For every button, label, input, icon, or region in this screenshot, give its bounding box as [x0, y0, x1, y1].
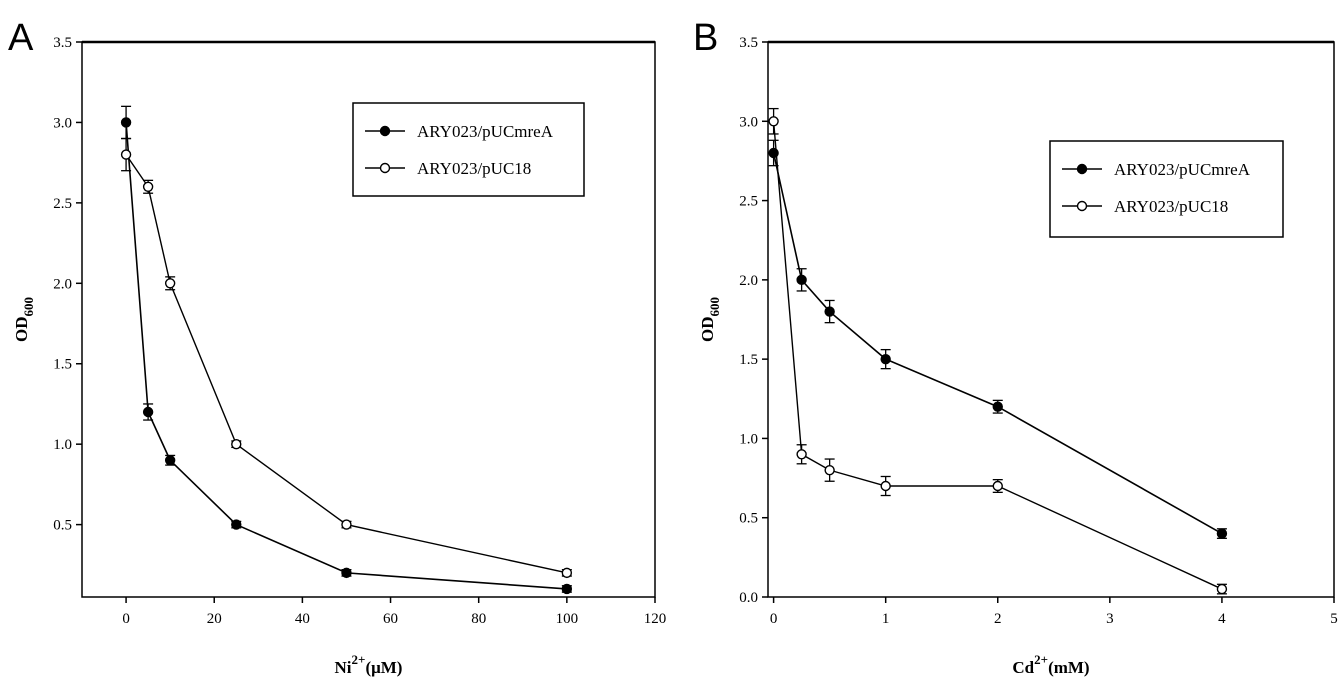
data-point	[1216, 583, 1228, 595]
x-tick-label: 100	[556, 611, 579, 627]
y-tick-label: 1.5	[53, 357, 72, 373]
series-filled	[768, 139, 1228, 539]
y-tick-label: 3.0	[739, 114, 758, 130]
data-point	[341, 567, 352, 579]
y-axis-label: OD600	[12, 297, 36, 342]
data-point	[992, 401, 1003, 412]
legend: ARY023/pUCmreA ARY023/pUC18	[352, 102, 585, 197]
legend-label: ARY023/pUCmreA	[417, 122, 554, 141]
legend-marker	[379, 162, 391, 174]
data-point	[142, 406, 154, 418]
legend-marker	[1076, 163, 1088, 175]
legend-label: ARY023/pUC18	[417, 159, 531, 178]
panel-letter: A	[8, 17, 34, 59]
data-point	[120, 149, 132, 160]
data-point	[796, 274, 807, 286]
series-line	[125, 154, 567, 574]
x-tick-label: 2	[994, 611, 1002, 627]
x-tick-label: 3	[1106, 611, 1114, 627]
legend: ARY023/pUCmreA ARY023/pUC18	[1049, 140, 1284, 238]
data-point	[231, 519, 242, 530]
x-tick-label: 1	[882, 611, 890, 627]
legend-label: ARY023/pUCmreA	[1114, 160, 1251, 179]
x-tick-label: 40	[295, 611, 310, 627]
y-tick-label: 3.0	[53, 115, 72, 131]
x-tick-label: 60	[383, 611, 398, 627]
data-point	[341, 519, 352, 530]
data-point	[1216, 528, 1228, 539]
chart-panel-B: B 0.0 0.5 1.0 1.5 2.0 2.5 3.0 3.5 0 1 2 3 4 5 Cd2+(mM) O…	[693, 17, 1338, 677]
x-tick-label: 5	[1330, 611, 1338, 627]
x-axis-label: Cd2+(mM)	[1012, 652, 1089, 677]
y-tick-label: 1.0	[53, 437, 72, 453]
x-tick-label: 80	[471, 611, 486, 627]
x-tick-label: 4	[1218, 611, 1226, 627]
y-axis-label: OD600	[698, 297, 722, 342]
panel-letter: B	[693, 17, 718, 59]
data-point	[164, 455, 176, 466]
x-tick-label: 0	[122, 611, 130, 627]
x-axis-label: Ni2+(μM)	[335, 652, 403, 677]
legend-marker	[379, 125, 391, 137]
data-point	[824, 306, 835, 317]
series-filled	[120, 105, 573, 595]
x-tick-label: 20	[207, 611, 222, 627]
plot-frame	[767, 41, 1335, 598]
series-line	[125, 122, 567, 590]
series-line	[772, 152, 1223, 535]
chart-panel-A: A 0.5 1.0 1.5 2.0 2.5 3.0 3.5 0 20 40 60 80 100 120 Ni2…	[8, 17, 666, 677]
y-tick-label: 1.0	[739, 431, 758, 447]
y-tick-label: 0.5	[53, 518, 72, 534]
x-tick-label: 0	[770, 611, 778, 627]
y-tick-label: 2.0	[53, 276, 72, 292]
data-point	[796, 449, 807, 460]
data-point	[880, 353, 891, 365]
y-tick-label: 3.5	[53, 35, 72, 51]
y-tick-label: 2.0	[739, 273, 758, 289]
data-point	[142, 181, 154, 192]
data-point	[561, 583, 573, 595]
y-tick-label: 2.5	[739, 194, 758, 210]
data-point	[768, 116, 779, 127]
data-point	[561, 567, 573, 579]
series-line	[772, 121, 1223, 590]
y-tick-label: 3.5	[739, 35, 758, 51]
series-open	[120, 137, 573, 579]
legend-box	[352, 102, 585, 197]
data-point	[231, 438, 242, 450]
data-point	[120, 117, 132, 128]
y-tick-label: 1.5	[739, 352, 758, 368]
y-tick-label: 2.5	[53, 196, 72, 212]
y-tick-label: 0.0	[739, 590, 758, 606]
series-open	[768, 107, 1228, 595]
legend-label: ARY023/pUC18	[1114, 197, 1228, 216]
data-point	[824, 464, 835, 476]
x-tick-label: 120	[644, 611, 667, 627]
data-point	[992, 480, 1003, 492]
legend-box	[1049, 140, 1284, 238]
y-tick-label: 0.5	[739, 511, 758, 527]
legend-marker	[1076, 200, 1088, 212]
data-point	[164, 278, 176, 289]
data-point	[880, 480, 891, 492]
